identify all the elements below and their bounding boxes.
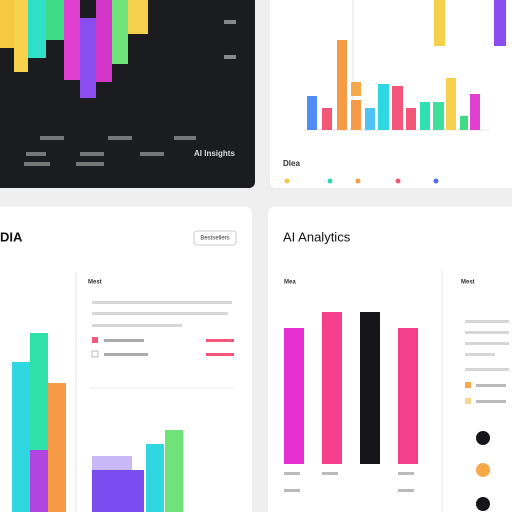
text-line — [26, 152, 46, 156]
text-line — [398, 472, 414, 475]
legend-dot — [327, 178, 333, 184]
icon — [91, 350, 99, 358]
text-line — [465, 368, 509, 371]
panel-analytics: AI Analytics Mea Mest — [268, 207, 512, 512]
text-line — [465, 331, 509, 334]
bar — [406, 108, 416, 130]
panel-bg — [270, 0, 512, 188]
text-line — [322, 472, 338, 475]
text-line — [206, 339, 234, 342]
dot — [476, 463, 490, 477]
text-line — [76, 162, 104, 166]
text-line — [465, 342, 509, 345]
bar — [28, 0, 46, 58]
bar — [470, 94, 480, 130]
text-line — [398, 489, 414, 492]
panel-bg — [268, 207, 512, 512]
legend-dot — [433, 178, 439, 184]
text-line — [224, 55, 236, 59]
text-line — [92, 324, 182, 327]
text-line — [80, 152, 104, 156]
bar — [360, 312, 380, 464]
text-line — [465, 353, 495, 356]
bar — [337, 40, 347, 130]
bar — [307, 96, 317, 130]
text-line — [174, 136, 196, 140]
text-line — [40, 136, 64, 140]
panel-list: DIA Bestsellers Mest — [0, 207, 252, 512]
bar — [0, 0, 14, 48]
bar — [446, 78, 456, 130]
bar — [128, 0, 148, 34]
button-label[interactable]: Bestsellers — [200, 236, 229, 242]
bar — [46, 0, 64, 40]
bar — [14, 0, 28, 72]
legend-dot — [395, 178, 401, 184]
bar — [80, 18, 96, 98]
panel-title: AI Analytics — [283, 229, 351, 244]
bar — [64, 0, 80, 80]
text-line — [284, 472, 300, 475]
text-line — [92, 301, 232, 304]
panel-title: DIA — [0, 229, 23, 244]
text-line — [476, 384, 506, 387]
bar — [494, 0, 506, 46]
icon — [465, 398, 471, 404]
bar — [392, 86, 403, 130]
panel-bar-chart: Dlea — [270, 0, 512, 188]
bar — [48, 383, 66, 512]
bar — [460, 116, 468, 130]
panel-title: Dlea — [283, 159, 300, 168]
bar — [351, 100, 361, 130]
text-line — [224, 20, 236, 24]
panel-bg — [0, 0, 255, 188]
legend-dot — [355, 178, 361, 184]
bar — [30, 450, 48, 512]
text-line — [108, 136, 132, 140]
bar — [434, 0, 445, 46]
bar — [378, 84, 389, 130]
panel-dark: AI Insights — [0, 0, 255, 188]
section-header: Mea — [284, 280, 296, 286]
text-line — [476, 400, 506, 403]
dot — [476, 431, 490, 445]
legend-dot — [284, 178, 290, 184]
bar — [12, 362, 30, 512]
text-line — [24, 162, 50, 166]
bar — [112, 0, 128, 64]
text-line — [104, 339, 144, 342]
bar — [398, 328, 418, 464]
section-header: Mest — [461, 280, 475, 286]
bar — [165, 430, 183, 512]
text-line — [92, 312, 228, 315]
dot — [476, 497, 490, 511]
bar — [433, 102, 444, 130]
bar — [322, 312, 342, 464]
bar — [365, 108, 375, 130]
bar — [351, 82, 361, 96]
text-line — [465, 320, 509, 323]
icon — [92, 337, 98, 343]
text-line — [104, 353, 148, 356]
icon — [465, 382, 471, 388]
bar — [146, 444, 164, 512]
bar — [92, 456, 132, 470]
button[interactable] — [193, 230, 237, 246]
text-line — [206, 353, 234, 356]
text-line — [140, 152, 164, 156]
bar — [322, 108, 332, 130]
section-header: Mest — [88, 280, 102, 286]
bar — [284, 328, 304, 464]
bar — [420, 102, 430, 130]
panel-title: AI Insights — [194, 149, 235, 158]
text-line — [284, 489, 300, 492]
bar — [96, 0, 112, 82]
bar — [92, 470, 144, 512]
